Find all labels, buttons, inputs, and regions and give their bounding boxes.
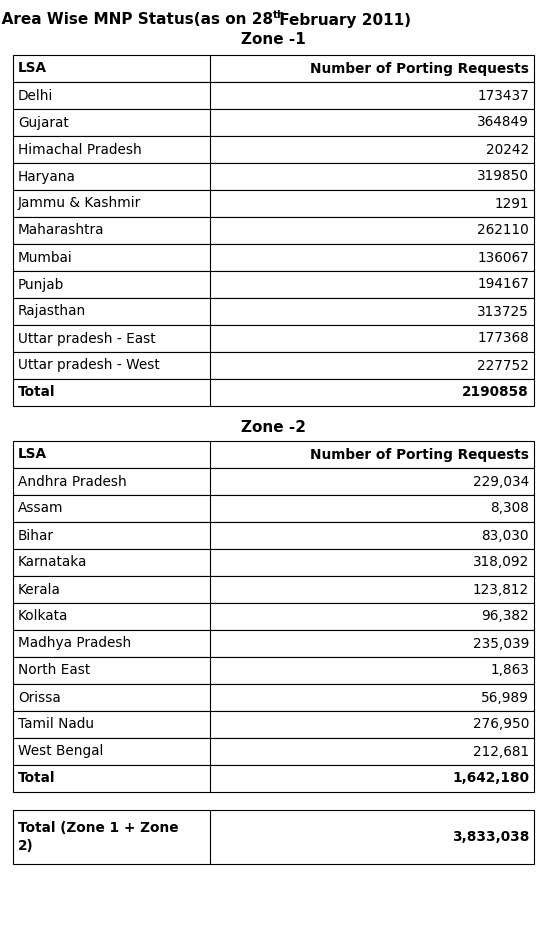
Bar — [13, 549, 534, 576]
Text: Number of Porting Requests: Number of Porting Requests — [310, 447, 529, 462]
Text: 235,039: 235,039 — [473, 636, 529, 651]
Bar — [13, 495, 534, 522]
Text: Tamil Nadu: Tamil Nadu — [18, 717, 94, 732]
Text: 8,308: 8,308 — [490, 502, 529, 516]
Bar — [13, 810, 534, 864]
Bar — [13, 244, 534, 271]
Text: Zone -1: Zone -1 — [241, 32, 306, 48]
Text: 83,030: 83,030 — [481, 528, 529, 542]
Text: 56,989: 56,989 — [481, 691, 529, 705]
Text: Madhya Pradesh: Madhya Pradesh — [18, 636, 131, 651]
Text: Total (Zone 1 + Zone
2): Total (Zone 1 + Zone 2) — [18, 821, 178, 853]
Text: Haryana: Haryana — [18, 169, 76, 183]
Text: Andhra Pradesh: Andhra Pradesh — [18, 474, 127, 488]
Bar — [13, 711, 534, 738]
Text: 212,681: 212,681 — [473, 745, 529, 758]
Text: 123,812: 123,812 — [473, 582, 529, 597]
Bar — [13, 217, 534, 244]
Text: 177368: 177368 — [477, 332, 529, 346]
Text: West Bengal: West Bengal — [18, 745, 103, 758]
Text: 227752: 227752 — [477, 358, 529, 372]
Bar — [13, 190, 534, 217]
Text: 194167: 194167 — [477, 277, 529, 292]
Text: 364849: 364849 — [477, 116, 529, 129]
Text: Kolkata: Kolkata — [18, 610, 68, 623]
Text: LSA: LSA — [18, 62, 47, 75]
Text: 1,642,180: 1,642,180 — [452, 771, 529, 786]
Text: 173437: 173437 — [477, 88, 529, 103]
Bar — [13, 163, 534, 190]
Text: Assam: Assam — [18, 502, 63, 516]
Text: Karnataka: Karnataka — [18, 556, 88, 569]
Text: Himachal Pradesh: Himachal Pradesh — [18, 142, 142, 157]
Bar — [13, 522, 534, 549]
Text: Orissa: Orissa — [18, 691, 61, 705]
Text: Uttar pradesh - West: Uttar pradesh - West — [18, 358, 160, 372]
Text: 319850: 319850 — [477, 169, 529, 183]
Text: Service Area Wise MNP Status(as on 28: Service Area Wise MNP Status(as on 28 — [0, 12, 273, 28]
Text: Punjab: Punjab — [18, 277, 64, 292]
Text: 20242: 20242 — [486, 142, 529, 157]
Text: Total: Total — [18, 771, 55, 786]
Bar — [13, 109, 534, 136]
Text: th: th — [273, 10, 286, 20]
Text: 1291: 1291 — [494, 197, 529, 211]
Text: 276,950: 276,950 — [473, 717, 529, 732]
Text: 262110: 262110 — [477, 223, 529, 238]
Text: Gujarat: Gujarat — [18, 116, 69, 129]
Text: Delhi: Delhi — [18, 88, 54, 103]
Bar — [13, 55, 534, 82]
Text: Maharashtra: Maharashtra — [18, 223, 104, 238]
Bar — [13, 82, 534, 109]
Bar — [13, 379, 534, 406]
Text: 136067: 136067 — [477, 251, 529, 264]
Text: 3,833,038: 3,833,038 — [452, 830, 529, 844]
Text: Kerala: Kerala — [18, 582, 61, 597]
Text: North East: North East — [18, 663, 90, 677]
Text: Number of Porting Requests: Number of Porting Requests — [310, 62, 529, 75]
Bar — [13, 352, 534, 379]
Bar — [13, 630, 534, 657]
Text: Rajasthan: Rajasthan — [18, 305, 86, 318]
Bar — [13, 271, 534, 298]
Bar — [13, 136, 534, 163]
Bar — [13, 325, 534, 352]
Text: Mumbai: Mumbai — [18, 251, 73, 264]
Text: LSA: LSA — [18, 447, 47, 462]
Text: 313725: 313725 — [477, 305, 529, 318]
Text: Zone -2: Zone -2 — [241, 421, 306, 435]
Bar — [13, 468, 534, 495]
Text: Uttar pradesh - East: Uttar pradesh - East — [18, 332, 156, 346]
Bar — [13, 441, 534, 468]
Text: 318,092: 318,092 — [473, 556, 529, 569]
Text: 1,863: 1,863 — [490, 663, 529, 677]
Bar — [13, 765, 534, 792]
Bar — [13, 684, 534, 711]
Bar — [13, 298, 534, 325]
Bar — [13, 603, 534, 630]
Text: Jammu & Kashmir: Jammu & Kashmir — [18, 197, 141, 211]
Text: 2190858: 2190858 — [462, 386, 529, 400]
Bar — [13, 576, 534, 603]
Text: February 2011): February 2011) — [274, 12, 411, 28]
Text: 229,034: 229,034 — [473, 474, 529, 488]
Bar — [13, 657, 534, 684]
Bar — [13, 738, 534, 765]
Text: 96,382: 96,382 — [481, 610, 529, 623]
Text: Bihar: Bihar — [18, 528, 54, 542]
Text: Total: Total — [18, 386, 55, 400]
